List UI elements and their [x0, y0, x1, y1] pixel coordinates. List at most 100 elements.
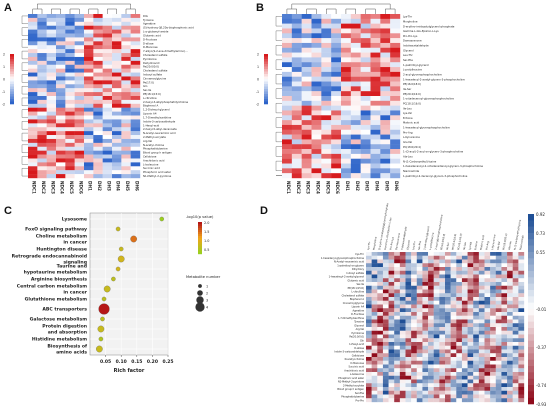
heatmap-cell	[84, 174, 94, 179]
heatmap-row-label: Agmatine	[143, 22, 156, 26]
legend-color-step	[10, 69, 14, 72]
pvalue-legend-step	[198, 232, 202, 235]
heatmap-cell	[46, 25, 57, 30]
heatmap-cell	[121, 111, 131, 116]
correlation-cell	[450, 394, 457, 399]
correlation-cell	[461, 357, 468, 361]
correlation-cell	[422, 383, 429, 388]
heatmap-cell	[130, 41, 141, 46]
correlation-cell	[439, 342, 446, 346]
correlation-cell	[382, 282, 389, 286]
heatmap-cell	[65, 170, 75, 175]
correlation-cell	[512, 300, 519, 305]
heatmap-cell	[311, 168, 322, 174]
correlation-cell	[388, 300, 395, 305]
correlation-cell	[495, 338, 502, 343]
heatmap-cell	[112, 99, 122, 105]
heatmap-cell	[37, 92, 47, 97]
dendrogram-branch	[51, 8, 61, 14]
heatmap-cell	[370, 67, 381, 73]
heatmap-cell	[93, 138, 103, 144]
correlation-cell	[478, 360, 485, 365]
correlation-cell	[433, 282, 440, 286]
correlation-cell	[422, 293, 429, 298]
heatmap-cell	[390, 71, 401, 77]
correlation-cell	[411, 255, 417, 260]
heatmap-cell	[84, 131, 94, 136]
dendrogram-branch	[21, 86, 28, 95]
correlation-cell	[382, 255, 389, 260]
size-legend-dot	[197, 290, 203, 296]
correlation-cell	[428, 278, 434, 283]
correlation-cell	[416, 263, 423, 268]
correlation-cell	[428, 282, 434, 286]
heatmap-cell	[380, 76, 391, 82]
correlation-cell	[478, 357, 485, 361]
dendrogram-branch	[275, 16, 282, 27]
correlation-cell	[399, 278, 406, 283]
correlation-cell	[399, 394, 406, 399]
correlation-cell	[411, 297, 417, 301]
heatmap-cell	[370, 18, 381, 24]
correlation-cell	[371, 312, 378, 316]
heatmap-cell	[360, 42, 371, 48]
heatmap-cell	[102, 88, 113, 93]
heatmap-cell	[28, 131, 38, 136]
correlation-cell	[518, 342, 525, 346]
correlation-row-label: Ser-Phe	[355, 392, 365, 395]
correlation-cell	[518, 285, 525, 290]
correlation-cell	[450, 360, 457, 365]
heatmap-cell	[28, 154, 38, 159]
heatmap-cell	[301, 38, 312, 44]
correlation-cell	[405, 349, 412, 354]
heatmap-col-label: NDC4	[315, 181, 320, 194]
heatmap-row-label: Lys-Thr	[403, 15, 413, 19]
correlation-cell	[512, 345, 519, 350]
correlation-cell	[478, 312, 485, 316]
correlation-cell	[501, 289, 508, 294]
correlation-cell	[439, 349, 446, 354]
heatmap-cell	[121, 119, 131, 124]
heatmap-row-label: Morpholine	[403, 19, 418, 23]
correlation-cell	[388, 293, 395, 298]
heatmap-cell	[65, 76, 75, 81]
heatmap-row-label: D-Fructose	[143, 37, 157, 41]
heatmap-cell	[380, 134, 391, 140]
heatmap-cell	[360, 28, 371, 34]
correlation-cell	[394, 394, 401, 399]
heatmap-cell	[74, 29, 85, 34]
heatmap-cell	[321, 110, 332, 116]
heatmap-cell	[102, 53, 113, 58]
correlation-cell	[461, 274, 468, 279]
correlation-legend-step	[528, 397, 534, 405]
heatmap-cell	[112, 80, 122, 85]
heatmap-cell	[291, 158, 302, 164]
correlation-cell	[456, 315, 463, 320]
correlation-cell	[445, 375, 451, 380]
correlation-cell	[394, 285, 401, 290]
heatmap-cell	[56, 80, 66, 85]
heatmap-cell	[311, 115, 322, 121]
heatmap-cell	[37, 103, 47, 108]
correlation-cell	[377, 323, 384, 328]
correlation-cell	[445, 342, 451, 346]
heatmap-cell	[56, 49, 66, 54]
correlation-cell	[411, 259, 417, 264]
legend-color-step	[10, 61, 14, 65]
heatmap-cell	[130, 88, 141, 93]
legend-color-step	[264, 81, 268, 85]
heatmap-cell	[380, 18, 391, 24]
correlation-cell	[467, 259, 474, 264]
correlation-cell	[456, 364, 463, 369]
heatmap-cell	[390, 124, 401, 130]
correlation-cell	[507, 300, 513, 305]
correlation-cell	[450, 387, 457, 391]
heatmap-cell	[321, 163, 332, 169]
correlation-cell	[478, 289, 485, 294]
correlation-cell	[394, 323, 401, 328]
correlation-cell	[473, 345, 480, 350]
correlation-cell	[490, 308, 496, 313]
correlation-cell	[366, 263, 372, 268]
legend-color-step	[10, 54, 14, 57]
heatmap-cell	[331, 14, 342, 20]
